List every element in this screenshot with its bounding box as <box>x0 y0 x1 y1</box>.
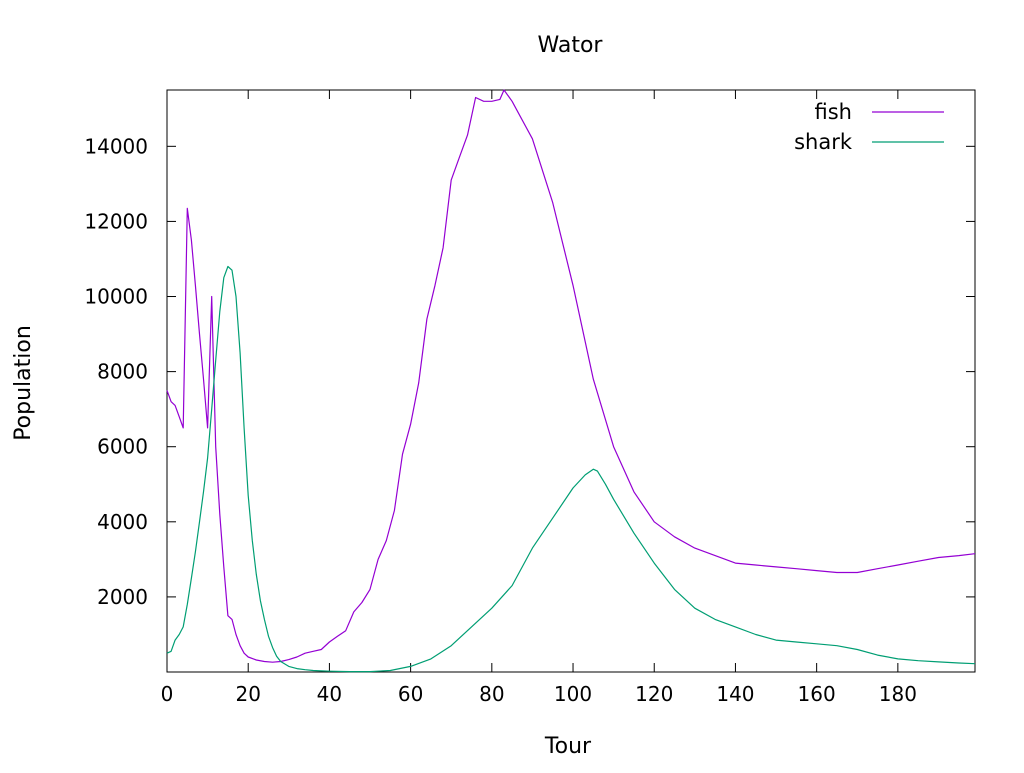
y-tick-label: 14000 <box>84 134 148 158</box>
y-axis-label: Population <box>11 325 36 441</box>
x-tick-label: 80 <box>479 682 504 706</box>
y-tick-label: 6000 <box>97 435 148 459</box>
y-tick-label: 2000 <box>97 585 148 609</box>
x-tick-label: 40 <box>317 682 342 706</box>
ticks-layer: 0 20 40 60 80 100 120 140 160 180 2000 4000 6000 8000… <box>84 90 975 706</box>
series-layer <box>166 89 976 673</box>
series-line-fish <box>166 89 976 663</box>
x-tick-label: 120 <box>635 682 673 706</box>
x-tick-label: 180 <box>879 682 917 706</box>
x-tick-label: 0 <box>161 682 174 706</box>
y-tick-label: 8000 <box>97 360 148 384</box>
chart-title: Wator <box>538 33 604 58</box>
x-tick-label: 140 <box>716 682 754 706</box>
x-axis-label: Tour <box>544 734 592 759</box>
plot-frame <box>166 89 976 673</box>
x-tick-label: 60 <box>398 682 423 706</box>
y-tick-label: 10000 <box>84 285 148 309</box>
legend-label-fish: fish <box>815 100 852 124</box>
y-tick-label: 4000 <box>97 510 148 534</box>
x-tick-label: 100 <box>554 682 592 706</box>
legend: fish shark <box>794 100 944 154</box>
legend-label-shark: shark <box>794 130 853 154</box>
series-line-shark <box>166 265 976 673</box>
x-tick-label: 20 <box>235 682 260 706</box>
y-tick-label: 12000 <box>84 209 148 233</box>
x-tick-label: 160 <box>798 682 836 706</box>
